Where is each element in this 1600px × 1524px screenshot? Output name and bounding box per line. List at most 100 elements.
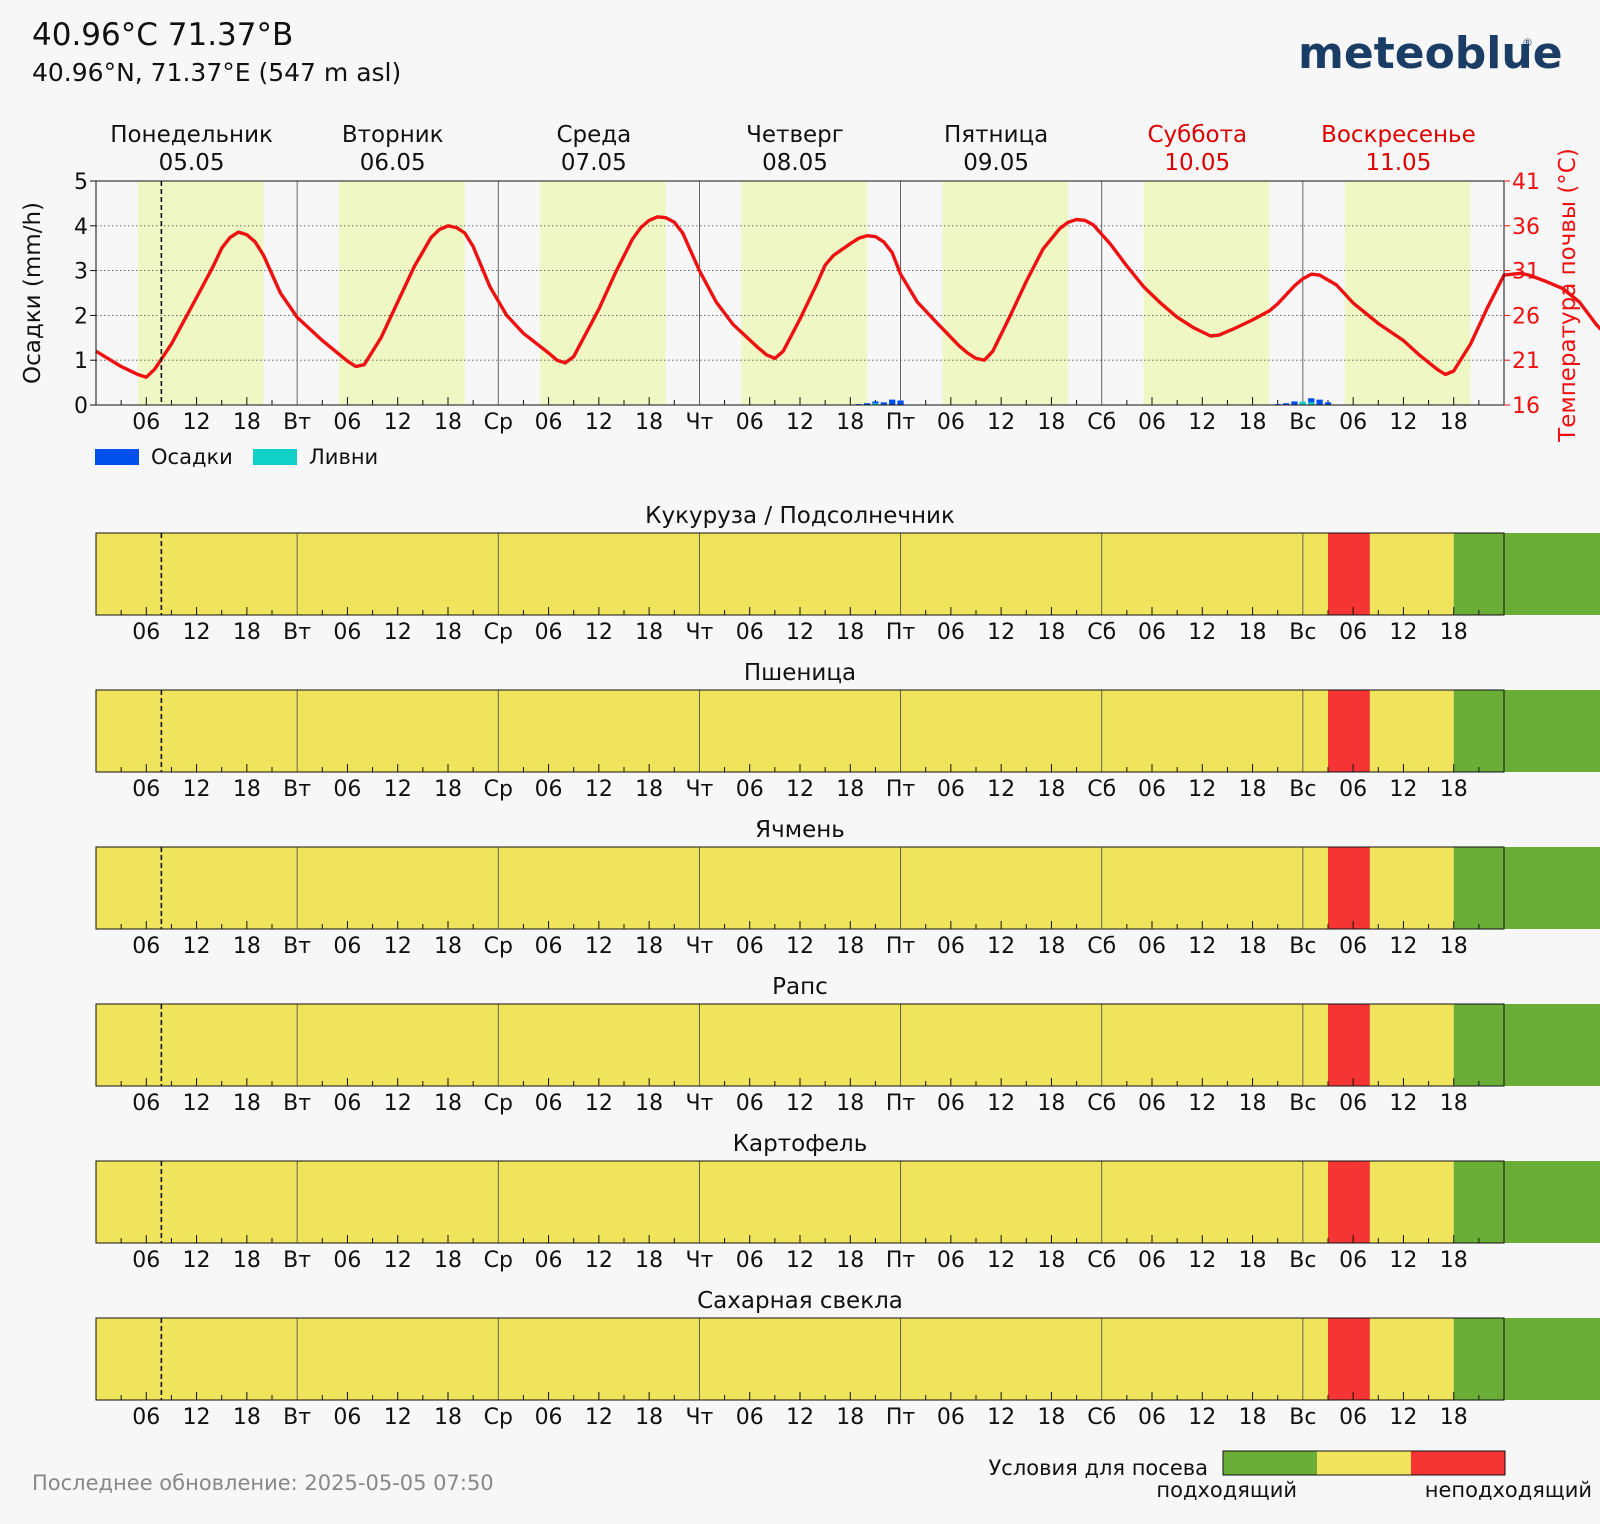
y-tick-label: 5: [74, 170, 88, 195]
x-tick-hour: 18: [635, 1091, 663, 1116]
x-tick-day: Ср: [484, 1405, 513, 1430]
x-tick-hour: 18: [233, 1248, 261, 1273]
condition-segment: [1370, 1161, 1454, 1243]
x-tick-hour: 18: [836, 1248, 864, 1273]
condition-segment: [1328, 1004, 1370, 1086]
x-tick-hour: 18: [434, 777, 462, 802]
x-tick-hour: 18: [1037, 1091, 1065, 1116]
x-tick-hour: 06: [535, 777, 563, 802]
x-tick-hour: 12: [1389, 777, 1417, 802]
x-tick-hour: 06: [333, 620, 361, 645]
x-tick-day: Вт: [283, 1091, 311, 1116]
x-tick-hour: 12: [987, 620, 1015, 645]
page-title: 40.96°C 71.37°В: [32, 17, 293, 53]
x-tick-hour: 18: [1037, 410, 1065, 435]
day-name: Среда: [556, 122, 631, 148]
x-tick-hour: 12: [987, 410, 1015, 435]
x-tick-hour: 12: [987, 1405, 1015, 1430]
day-headers: Понедельник05.05Вторник06.05Среда07.05Че…: [110, 122, 1476, 176]
x-tick-hour: 06: [1339, 1405, 1367, 1430]
x-tick-hour: 06: [736, 777, 764, 802]
y2-axis-label: Температура почвы (°C): [1555, 148, 1581, 443]
x-tick-hour: 12: [183, 620, 211, 645]
x-tick-day: Чт: [685, 1091, 713, 1116]
strip-title: Картофель: [733, 1131, 868, 1157]
x-tick-hour: 06: [132, 410, 160, 435]
scale-swatch-unsuitable: [1411, 1451, 1505, 1475]
x-tick-hour: 18: [434, 1405, 462, 1430]
x-tick-day: Вс: [1289, 1248, 1316, 1273]
x-tick-hour: 06: [1138, 777, 1166, 802]
day-name: Вторник: [342, 122, 444, 148]
x-tick-day: Чт: [685, 620, 713, 645]
x-tick-hour: 12: [384, 777, 412, 802]
condition-segment: [1370, 847, 1454, 929]
x-tick-hour: 18: [233, 777, 261, 802]
condition-segment: [1370, 1318, 1454, 1400]
x-tick-day: Пт: [886, 1091, 916, 1116]
x-tick-hour: 06: [736, 410, 764, 435]
x-tick-hour: 18: [1037, 1248, 1065, 1273]
condition-segment: [96, 847, 1328, 929]
x-tick-day: Ср: [484, 934, 513, 959]
x-tick-hour: 06: [333, 1405, 361, 1430]
y-tick-label: 3: [74, 260, 88, 285]
day-name: Пятница: [944, 122, 1048, 148]
legend-label-showers: Ливни: [309, 445, 378, 469]
x-tick-hour: 12: [786, 410, 814, 435]
precip-bar: [889, 400, 895, 405]
day-date: 08.05: [762, 150, 828, 176]
x-tick-hour: 06: [1138, 620, 1166, 645]
x-tick-hour: 18: [1239, 620, 1267, 645]
x-tick-hour: 06: [937, 620, 965, 645]
precip-bar: [1291, 401, 1297, 405]
x-tick-hour: 12: [585, 934, 613, 959]
x-tick-hour: 12: [1389, 934, 1417, 959]
last-updated: Последнее обновление: 2025-05-05 07:50: [32, 1471, 494, 1495]
day-date: 11.05: [1365, 150, 1431, 176]
x-tick-hour: 12: [585, 410, 613, 435]
x-tick-hour: 12: [786, 620, 814, 645]
x-tick-hour: 18: [434, 410, 462, 435]
x-tick-hour: 18: [836, 1091, 864, 1116]
x-tick-hour: 12: [1389, 410, 1417, 435]
strip-title: Пшеница: [744, 660, 856, 686]
y2-tick-label: 16: [1512, 394, 1540, 419]
strip-title: Кукуруза / Подсолнечник: [645, 503, 955, 529]
condition-segment: [1328, 690, 1370, 772]
brand-registered-mark: ®: [1522, 36, 1533, 49]
x-tick-day: Вт: [283, 777, 311, 802]
x-tick-day: Пт: [886, 620, 916, 645]
y-tick-label: 0: [74, 394, 88, 419]
y-tick-label: 4: [74, 215, 88, 240]
x-tick-hour: 18: [1239, 934, 1267, 959]
x-tick-hour: 12: [1188, 1248, 1216, 1273]
x-tick-hour: 12: [1389, 1091, 1417, 1116]
x-tick-hour: 18: [1037, 934, 1065, 959]
x-tick-hour: 06: [1138, 934, 1166, 959]
x-tick-hour: 18: [1440, 934, 1468, 959]
x-tick-hour: 06: [736, 620, 764, 645]
x-tick-hour: 18: [1037, 1405, 1065, 1430]
x-tick-day: Вт: [283, 1248, 311, 1273]
x-tick-hour: 12: [384, 620, 412, 645]
x-tick-hour: 06: [937, 1405, 965, 1430]
x-tick-hour: 12: [1188, 620, 1216, 645]
x-tick-day: Ср: [484, 410, 513, 435]
brand-logo: meteoblue ®: [1298, 28, 1563, 79]
x-tick-hour: 12: [1389, 1248, 1417, 1273]
sowing-scale-legend: Условия для посева подходящий неподходящ…: [989, 1451, 1593, 1502]
x-tick-day: Сб: [1087, 934, 1116, 959]
x-tick-hour: 18: [233, 1091, 261, 1116]
x-tick-hour: 06: [535, 1248, 563, 1273]
x-tick-day: Вт: [283, 934, 311, 959]
x-tick-hour: 18: [1440, 1091, 1468, 1116]
y2-tick-label: 21: [1512, 349, 1540, 374]
x-tick-hour: 18: [1440, 1248, 1468, 1273]
y-tick-label: 1: [74, 349, 88, 374]
x-tick-hour: 06: [1339, 410, 1367, 435]
x-tick-hour: 18: [1440, 410, 1468, 435]
y-tick-label: 2: [74, 304, 88, 329]
x-tick-hour: 06: [1138, 1091, 1166, 1116]
